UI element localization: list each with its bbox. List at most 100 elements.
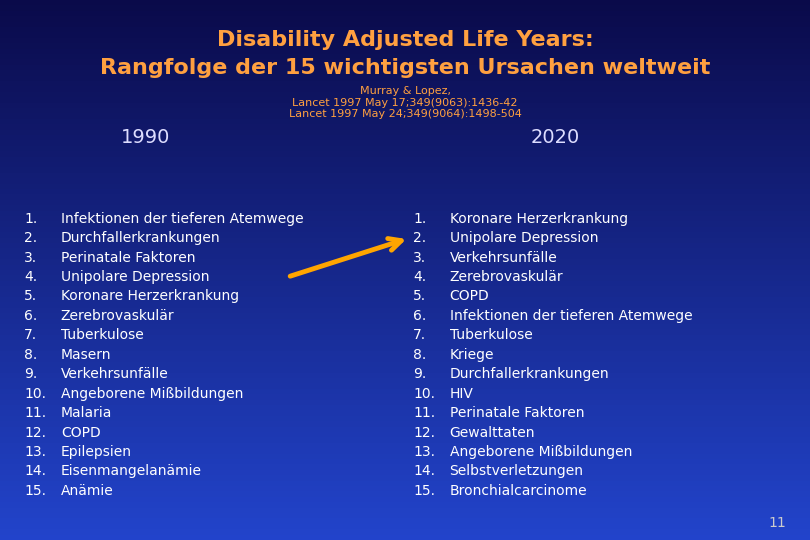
Text: Kriege: Kriege <box>450 348 494 362</box>
Bar <box>0 367 810 373</box>
Text: 6.: 6. <box>24 309 37 323</box>
Text: Disability Adjusted Life Years:: Disability Adjusted Life Years: <box>216 30 594 51</box>
Text: Rangfolge der 15 wichtigsten Ursachen weltweit: Rangfolge der 15 wichtigsten Ursachen we… <box>100 57 710 78</box>
Text: 12.: 12. <box>24 426 46 440</box>
Text: Lancet 1997 May 24;349(9064):1498-504: Lancet 1997 May 24;349(9064):1498-504 <box>288 110 522 119</box>
Text: Masern: Masern <box>61 348 111 362</box>
Text: 2.: 2. <box>24 231 37 245</box>
Bar <box>0 135 810 140</box>
Bar <box>0 97 810 103</box>
Bar <box>0 346 810 351</box>
Bar <box>0 200 810 205</box>
Text: 15.: 15. <box>24 484 46 498</box>
Bar <box>0 38 810 43</box>
Bar <box>0 65 810 70</box>
Text: 11.: 11. <box>24 406 46 420</box>
Text: 10.: 10. <box>413 387 435 401</box>
Bar <box>0 513 810 518</box>
Text: Selbstverletzungen: Selbstverletzungen <box>450 464 583 478</box>
Text: Gewalttaten: Gewalttaten <box>450 426 535 440</box>
Text: Durchfallerkrankungen: Durchfallerkrankungen <box>450 367 609 381</box>
Bar <box>0 157 810 162</box>
Bar <box>0 238 810 243</box>
Bar <box>0 481 810 486</box>
Text: 7.: 7. <box>24 328 37 342</box>
Text: 2020: 2020 <box>531 128 579 147</box>
Text: 2.: 2. <box>413 231 426 245</box>
Text: 1990: 1990 <box>122 128 170 147</box>
Bar <box>0 302 810 308</box>
Text: 12.: 12. <box>413 426 435 440</box>
Text: Infektionen der tieferen Atemwege: Infektionen der tieferen Atemwege <box>450 309 693 323</box>
Text: Angeborene Mißbildungen: Angeborene Mißbildungen <box>61 387 243 401</box>
Bar <box>0 0 810 5</box>
Text: Epilepsien: Epilepsien <box>61 445 132 459</box>
Text: Zerebrovaskulär: Zerebrovaskulär <box>61 309 174 323</box>
Bar <box>0 32 810 38</box>
Bar <box>0 502 810 508</box>
Text: HIV: HIV <box>450 387 473 401</box>
Bar <box>0 259 810 265</box>
Bar <box>0 421 810 427</box>
Bar <box>0 211 810 216</box>
Bar <box>0 373 810 378</box>
Bar <box>0 227 810 232</box>
Text: Unipolare Depression: Unipolare Depression <box>450 231 598 245</box>
Text: 14.: 14. <box>24 464 46 478</box>
Bar <box>0 16 810 22</box>
Text: 1.: 1. <box>24 212 37 226</box>
Bar <box>0 59 810 65</box>
Bar <box>0 486 810 491</box>
Text: Tuberkulose: Tuberkulose <box>450 328 532 342</box>
Text: 5.: 5. <box>24 289 37 303</box>
Text: Perinatale Faktoren: Perinatale Faktoren <box>61 251 195 265</box>
Bar <box>0 281 810 286</box>
Bar <box>0 383 810 389</box>
Bar <box>0 243 810 248</box>
Bar <box>0 103 810 108</box>
Bar <box>0 205 810 211</box>
Bar <box>0 297 810 302</box>
Text: Lancet 1997 May 17;349(9063):1436-42: Lancet 1997 May 17;349(9063):1436-42 <box>292 98 518 107</box>
Bar <box>0 184 810 189</box>
Bar <box>0 329 810 335</box>
Bar <box>0 389 810 394</box>
Bar <box>0 319 810 324</box>
Bar <box>0 497 810 502</box>
Bar <box>0 140 810 146</box>
Text: 13.: 13. <box>24 445 46 459</box>
Bar <box>0 351 810 356</box>
Bar <box>0 146 810 151</box>
Bar <box>0 437 810 443</box>
Bar <box>0 454 810 459</box>
Bar <box>0 162 810 167</box>
Text: Eisenmangelanämie: Eisenmangelanämie <box>61 464 202 478</box>
Text: Anämie: Anämie <box>61 484 113 498</box>
Text: COPD: COPD <box>450 289 489 303</box>
Text: Zerebrovaskulär: Zerebrovaskulär <box>450 270 563 284</box>
Bar <box>0 313 810 319</box>
Bar <box>0 49 810 54</box>
Text: Durchfallerkrankungen: Durchfallerkrankungen <box>61 231 220 245</box>
Bar <box>0 448 810 454</box>
Text: 14.: 14. <box>413 464 435 478</box>
Bar <box>0 43 810 49</box>
Text: 11: 11 <box>768 516 786 530</box>
Text: Infektionen der tieferen Atemwege: Infektionen der tieferen Atemwege <box>61 212 304 226</box>
Bar <box>0 524 810 529</box>
Text: 4.: 4. <box>24 270 37 284</box>
Bar <box>0 254 810 259</box>
Text: 15.: 15. <box>413 484 435 498</box>
Bar <box>0 335 810 340</box>
Text: Angeborene Mißbildungen: Angeborene Mißbildungen <box>450 445 632 459</box>
Text: Verkehrsunfälle: Verkehrsunfälle <box>61 367 168 381</box>
Bar <box>0 76 810 81</box>
Text: 9.: 9. <box>413 367 426 381</box>
Bar <box>0 70 810 76</box>
Bar <box>0 92 810 97</box>
Text: COPD: COPD <box>61 426 100 440</box>
Bar <box>0 340 810 346</box>
Text: 3.: 3. <box>413 251 426 265</box>
Bar <box>0 173 810 178</box>
Bar <box>0 459 810 464</box>
